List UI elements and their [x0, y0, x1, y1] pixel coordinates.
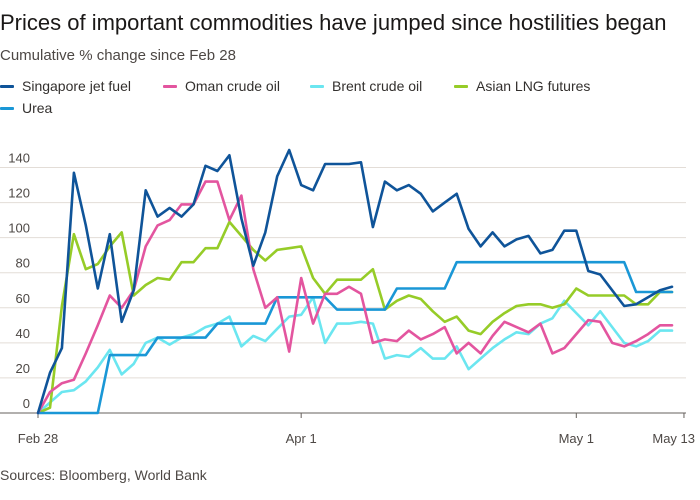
legend-swatch-oman-crude-oil — [163, 84, 177, 88]
y-tick-label: 0 — [23, 396, 30, 411]
y-tick-label: 80 — [16, 256, 30, 271]
legend-item-singapore-jet-fuel: Singapore jet fuel — [0, 78, 131, 94]
series-lines — [36, 148, 674, 415]
legend-label-brent-crude-oil: Brent crude oil — [332, 78, 423, 94]
x-tick-label: May 13 — [652, 431, 695, 446]
legend-label-urea: Urea — [22, 100, 53, 116]
legend-swatch-brent-crude-oil — [310, 84, 324, 88]
legend-swatch-asian-lng-futures — [454, 84, 468, 88]
chart-title: Prices of important commodities have jum… — [0, 10, 667, 35]
legend-swatch-singapore-jet-fuel — [0, 84, 14, 88]
y-axis-ticks: 0 20 40 60 80 100 120 140 — [8, 151, 30, 411]
y-tick-label: 120 — [8, 186, 30, 201]
legend-item-brent-crude-oil: Brent crude oil — [310, 78, 422, 94]
legend-label-singapore-jet-fuel: Singapore jet fuel — [22, 78, 131, 94]
y-tick-label: 140 — [8, 151, 30, 166]
x-tick-label: May 1 — [559, 431, 594, 446]
source-note: Sources: Bloomberg, World Bank — [0, 467, 207, 483]
legend-item-urea: Urea — [0, 100, 52, 116]
y-tick-label: 20 — [16, 361, 30, 376]
series-line-singapore-jet-fuel — [36, 148, 674, 415]
y-tick-label: 100 — [8, 221, 30, 236]
y-tick-label: 60 — [16, 291, 30, 306]
series-line-oman-crude-oil — [36, 180, 674, 415]
legend-swatch-urea — [0, 106, 14, 110]
legend-item-asian-lng-futures: Asian LNG futures — [454, 78, 590, 94]
x-tick-label: Apr 1 — [286, 431, 317, 446]
legend-item-oman-crude-oil: Oman crude oil — [163, 78, 280, 94]
y-tick-label: 40 — [16, 326, 30, 341]
legend-label-asian-lng-futures: Asian LNG futures — [476, 78, 591, 94]
legend-label-oman-crude-oil: Oman crude oil — [185, 78, 280, 94]
x-axis-ticks: Feb 28 Apr 1 May 1 May 13 — [18, 413, 695, 446]
x-tick-label: Feb 28 — [18, 431, 58, 446]
gridlines — [0, 167, 686, 414]
series-line-urea — [36, 260, 674, 415]
chart-subtitle: Cumulative % change since Feb 28 — [0, 47, 236, 64]
series-line-asian-lng-futures — [36, 220, 674, 415]
